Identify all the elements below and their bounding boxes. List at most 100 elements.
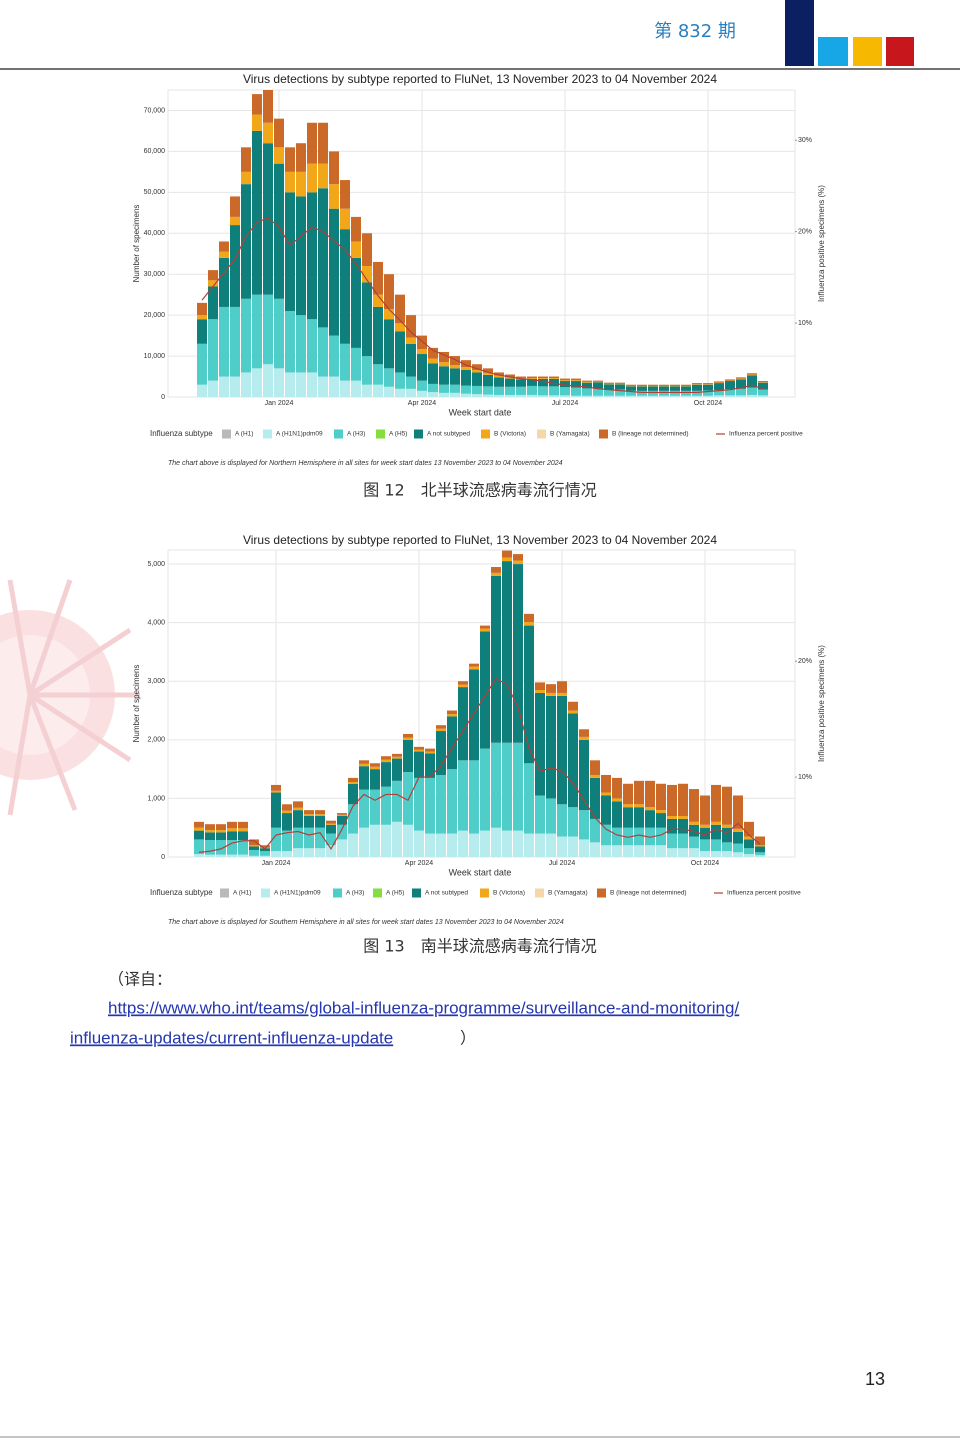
bar-segment xyxy=(417,390,427,397)
bar-segment xyxy=(494,377,504,387)
bar-segment xyxy=(230,225,240,307)
bar-segment xyxy=(340,229,350,344)
source-link[interactable]: influenza-updates/current-influenza-upda… xyxy=(70,1028,393,1047)
y2-tick-label: 20% xyxy=(798,658,812,665)
bar-segment xyxy=(703,383,713,385)
bar-segment xyxy=(230,196,240,217)
bar-segment xyxy=(502,550,512,558)
bar-segment xyxy=(304,815,314,828)
bar-segment xyxy=(535,690,545,693)
bar-segment xyxy=(249,846,259,850)
bar-segment xyxy=(439,351,449,363)
bar-segment xyxy=(615,389,625,396)
legend-swatch xyxy=(373,888,382,898)
bar-segment xyxy=(318,327,328,377)
bar-segment xyxy=(373,306,383,365)
bar-segment xyxy=(546,692,556,696)
bar-segment xyxy=(395,372,405,389)
bar-segment xyxy=(381,759,391,763)
bar-segment xyxy=(348,777,358,783)
bar-segment xyxy=(194,839,204,855)
legend-swatch xyxy=(535,888,544,898)
bar-segment xyxy=(249,839,259,846)
bar-segment xyxy=(491,742,501,828)
bar-segment xyxy=(491,827,501,857)
bar-segment xyxy=(623,783,633,805)
bar-segment xyxy=(296,143,306,172)
bar-segment xyxy=(414,746,424,750)
bar-segment xyxy=(538,378,548,387)
bar-segment xyxy=(758,381,768,383)
bar-segment xyxy=(700,827,710,840)
bar-segment xyxy=(549,395,559,397)
bar-segment xyxy=(458,684,468,688)
issue-number: 第 832 期 xyxy=(654,21,736,42)
bar-segment xyxy=(469,760,479,834)
bar-segment xyxy=(362,282,372,357)
bar-segment xyxy=(428,363,438,384)
bar-segment xyxy=(406,343,416,377)
bar-segment xyxy=(538,376,548,379)
bar-segment xyxy=(406,388,416,397)
bar-segment xyxy=(711,824,721,840)
bar-segment xyxy=(703,390,713,396)
bar-segment xyxy=(736,388,746,396)
bar-segment xyxy=(469,669,479,761)
bar-segment xyxy=(458,760,468,831)
bar-segment xyxy=(524,833,534,857)
bar-segment xyxy=(450,365,460,369)
bar-segment xyxy=(502,561,512,743)
bar-segment xyxy=(491,572,501,576)
bar-segment xyxy=(549,376,559,379)
bar-segment xyxy=(733,828,743,832)
bar-segment xyxy=(439,362,449,367)
bar-segment xyxy=(678,848,688,857)
bar-segment xyxy=(403,824,413,857)
bar-segment xyxy=(645,827,655,846)
bar-segment xyxy=(747,394,757,397)
bar-segment xyxy=(692,390,702,396)
bar-segment xyxy=(725,389,735,396)
bar-segment xyxy=(208,280,218,287)
bar-segment xyxy=(439,366,449,385)
bar-segment xyxy=(615,382,625,384)
bar-segment xyxy=(271,790,281,793)
bar-segment xyxy=(230,216,240,226)
bar-segment xyxy=(282,851,292,857)
source-link[interactable]: https://www.who.int/teams/global-influen… xyxy=(108,998,739,1017)
y-tick-label: 60,000 xyxy=(144,148,166,155)
bar-segment xyxy=(384,274,394,309)
bar-segment xyxy=(714,390,724,396)
bar-segment xyxy=(582,381,592,383)
bar-segment xyxy=(689,824,699,837)
bar-segment xyxy=(274,368,284,397)
legend-swatch xyxy=(334,429,343,439)
bar-segment xyxy=(681,384,691,386)
bar-segment xyxy=(318,376,328,397)
y-tick-label: 5,000 xyxy=(147,561,165,568)
bar-segment xyxy=(626,384,636,386)
bar-segment xyxy=(472,385,482,395)
bar-segment xyxy=(282,804,292,811)
bar-segment xyxy=(546,695,556,799)
bar-segment xyxy=(678,833,688,849)
y2-tick-label: 20% xyxy=(798,228,812,235)
bar-segment xyxy=(296,196,306,316)
bar-segment xyxy=(274,147,284,164)
bar-segment xyxy=(260,848,270,852)
bar-segment xyxy=(524,613,534,623)
y-tick-label: 70,000 xyxy=(144,107,166,114)
bar-segment xyxy=(505,386,515,395)
bar-segment xyxy=(241,171,251,185)
bar-segment xyxy=(513,742,523,831)
bar-segment xyxy=(714,381,724,383)
bar-segment xyxy=(736,378,746,380)
bar-segment xyxy=(274,163,284,299)
bar-segment xyxy=(241,298,251,373)
bar-segment xyxy=(439,384,449,393)
bar-segment xyxy=(417,349,427,355)
bar-segment xyxy=(260,855,270,857)
bar-segment xyxy=(406,315,416,338)
bar-segment xyxy=(293,810,303,828)
legend-label: A not subtyped xyxy=(427,431,470,438)
